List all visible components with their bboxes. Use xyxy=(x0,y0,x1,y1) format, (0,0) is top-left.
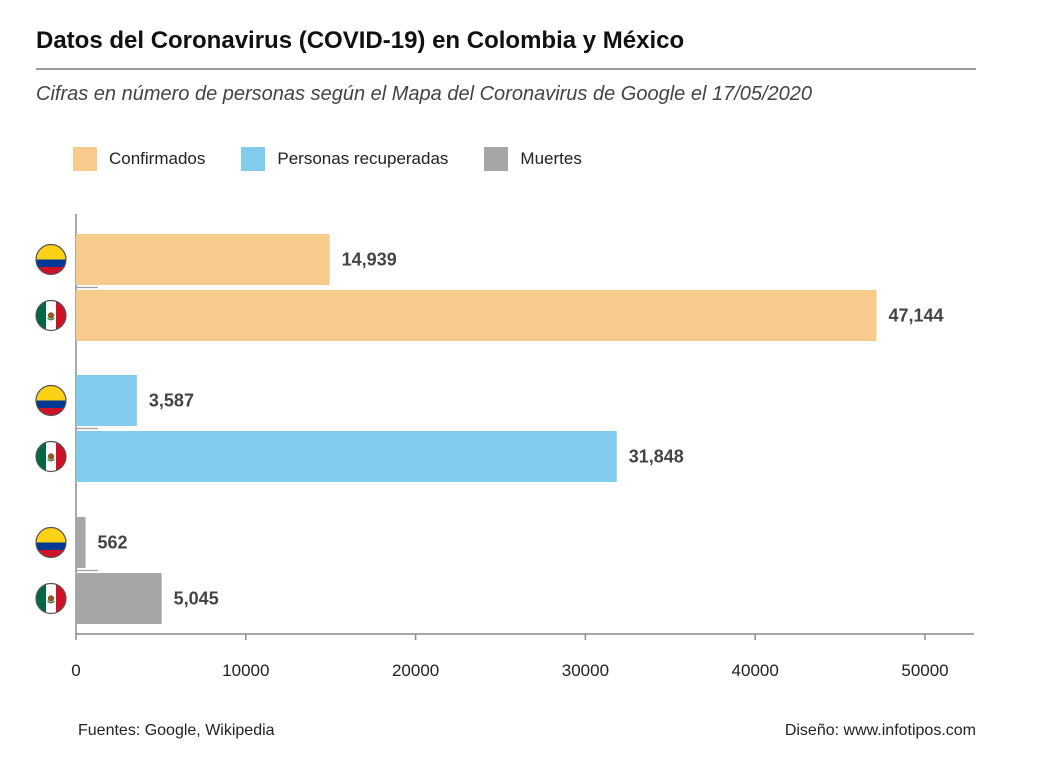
legend-label-recuperadas: Personas recuperadas xyxy=(277,149,449,168)
bar-label-muertes-mexico: 5,045 xyxy=(174,589,219,609)
legend-item-muertes: Muertes xyxy=(484,147,582,171)
footer-source: Fuentes: Google, Wikipedia xyxy=(78,722,275,739)
title-divider xyxy=(36,68,976,70)
bar-chart: 0 10000 20000 30000 40000 50000 14,939 47,144 3,… xyxy=(35,214,974,680)
bar-label-confirmados-colombia: 14,939 xyxy=(342,250,397,270)
legend-swatch-muertes xyxy=(484,147,509,171)
x-tick-label-10000: 10000 xyxy=(222,661,269,680)
mexico-flag-icon xyxy=(35,582,67,615)
legend-item-recuperadas: Personas recuperadas xyxy=(241,147,448,171)
bar-recuperadas-mexico xyxy=(76,431,617,482)
bar-label-muertes-colombia: 562 xyxy=(98,533,128,553)
x-tick-label-20000: 20000 xyxy=(392,661,439,680)
legend-swatch-recuperadas xyxy=(241,147,266,171)
bar-confirmados-mexico xyxy=(76,290,877,341)
legend-swatch-confirmados xyxy=(73,147,97,171)
legend-label-confirmados: Confirmados xyxy=(109,149,206,168)
bar-confirmados-colombia xyxy=(76,234,330,285)
mexico-flag-icon xyxy=(35,440,67,473)
colombia-flag-icon xyxy=(35,384,67,417)
colombia-flag-icon xyxy=(35,243,67,276)
mexico-flag-icon xyxy=(35,299,67,332)
bar-muertes-mexico xyxy=(76,573,162,624)
bar-label-recuperadas-mexico: 31,848 xyxy=(629,447,684,467)
chart-title: Datos del Coronavirus (COVID-19) en Colo… xyxy=(36,27,685,54)
legend: Confirmados Personas recuperadas Muertes xyxy=(73,146,618,172)
colombia-flag-icon xyxy=(35,526,67,559)
chart-subtitle: Cifras en número de personas según el Ma… xyxy=(36,83,813,105)
legend-label-muertes: Muertes xyxy=(520,149,582,168)
bar-recuperadas-colombia xyxy=(76,375,137,426)
bar-label-confirmados-mexico: 47,144 xyxy=(889,306,944,326)
legend-item-confirmados: Confirmados xyxy=(73,147,205,171)
footer-design: Diseño: www.infotipos.com xyxy=(784,722,976,739)
x-tick-label-0: 0 xyxy=(71,661,80,680)
bar-muertes-colombia xyxy=(76,517,86,568)
x-tick-label-40000: 40000 xyxy=(732,661,779,680)
bar-label-recuperadas-colombia: 3,587 xyxy=(149,391,194,411)
x-tick-label-30000: 30000 xyxy=(562,661,609,680)
x-tick-label-50000: 50000 xyxy=(901,661,948,680)
